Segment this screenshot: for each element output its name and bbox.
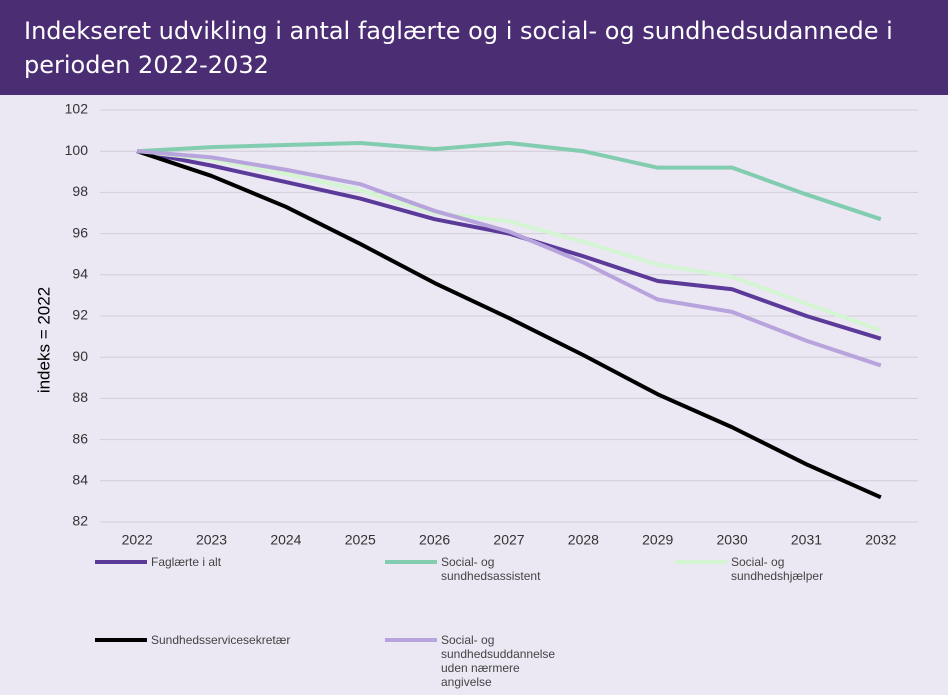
- x-tick-label: 2022: [122, 532, 153, 548]
- y-tick-label: 100: [65, 142, 89, 158]
- x-tick-label: 2030: [717, 532, 748, 548]
- x-tick-label: 2026: [419, 532, 450, 548]
- y-tick-label: 96: [72, 224, 88, 240]
- legend-label: Social- og sundhedsassistent: [441, 555, 541, 583]
- y-tick-label: 84: [72, 472, 88, 488]
- y-tick-label: 94: [72, 266, 88, 282]
- x-tick-label: 2024: [270, 532, 301, 548]
- legend-label: Sundhedsservicesekretær: [151, 633, 291, 647]
- x-tick-label: 2032: [865, 532, 896, 548]
- x-tick-label: 2028: [568, 532, 599, 548]
- x-tick-label: 2031: [791, 532, 822, 548]
- legend-label: Social- og sundhedsuddannelse uden nærme…: [441, 633, 556, 689]
- chart-title: Indekseret udvikling i antal faglærte og…: [24, 17, 893, 79]
- series-line: [136, 149, 882, 333]
- y-tick-label: 90: [72, 348, 88, 364]
- legend-label: Social- og sundhedshjælper: [731, 555, 824, 583]
- y-tick-label: 86: [72, 430, 88, 446]
- y-tick-label: 82: [72, 513, 88, 529]
- x-tick-label: 2027: [493, 532, 524, 548]
- y-tick-label: 88: [72, 389, 88, 405]
- y-tick-label: 102: [65, 101, 89, 117]
- series-line: [136, 149, 882, 500]
- y-tick-label: 98: [72, 183, 88, 199]
- x-tick-label: 2023: [196, 532, 227, 548]
- legend-label: Faglærte i alt: [151, 555, 222, 569]
- y-tick-label: 92: [72, 307, 88, 323]
- x-tick-label: 2025: [345, 532, 376, 548]
- title-banner: Indekseret udvikling i antal faglærte og…: [0, 0, 948, 95]
- series-line: [137, 149, 882, 368]
- x-tick-label: 2029: [642, 532, 673, 548]
- series-line: [137, 140, 882, 222]
- y-axis-label: indeks = 2022: [34, 287, 53, 393]
